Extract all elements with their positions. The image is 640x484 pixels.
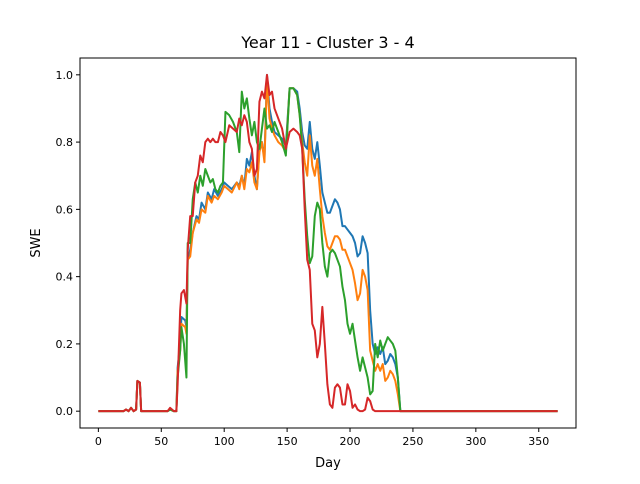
y-tick-label: 0.0 [56,405,74,418]
y-tick-label: 0.4 [56,271,74,284]
series-line-4 [98,73,558,413]
y-axis-ticks: 0.0 0.2 0.4 0.6 0.8 1.0 [56,69,80,418]
x-axis-label: Day [315,456,341,471]
x-tick-label: 350 [528,435,549,448]
chart-title: Year 11 - Cluster 3 - 4 [240,33,414,52]
x-tick-label: 250 [402,435,423,448]
x-tick-label: 50 [154,435,168,448]
y-tick-label: 0.2 [56,338,74,351]
plot-frame [79,57,577,429]
x-tick-label: 0 [95,435,102,448]
y-tick-label: 0.8 [56,136,74,149]
y-axis-label: SWE [29,228,44,257]
x-axis-ticks: 0 50 100 150 200 250 300 350 [95,428,549,448]
x-tick-label: 300 [465,435,486,448]
y-tick-label: 1.0 [56,69,74,82]
x-tick-label: 100 [214,435,235,448]
x-tick-label: 150 [277,435,298,448]
x-tick-label: 200 [340,435,361,448]
y-tick-label: 0.6 [56,203,74,216]
series-layer [98,73,558,413]
series-line-3 [98,87,558,413]
